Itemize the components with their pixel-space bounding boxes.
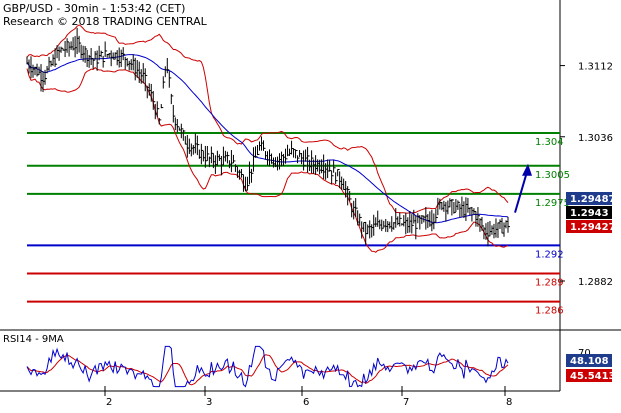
- level-label: 1.2975: [535, 198, 570, 209]
- bollinger-lower-line: [26, 66, 509, 253]
- price-tag-label: 1.29487: [570, 194, 616, 205]
- projection-arrow-shaft: [514, 171, 528, 213]
- level-label: 1.289: [535, 277, 564, 288]
- x-axis-tick-label: 8: [506, 397, 512, 408]
- rsi-tag-label: 45.5413: [570, 371, 616, 382]
- rsi-ma-line: [26, 354, 509, 386]
- chart-title: GBP/USD - 30min - 1:53:42 (CET): [3, 2, 186, 15]
- x-axis-tick-label: 3: [206, 397, 212, 408]
- x-axis-tick-label: 6: [303, 397, 309, 408]
- price-tag-label: 1.29427: [570, 222, 616, 233]
- price-tag-label: 1.2943: [570, 208, 609, 219]
- y-axis-tick-label: 1.2882: [578, 277, 613, 288]
- bollinger-upper-line: [26, 24, 509, 214]
- rsi-tag-red: [566, 369, 612, 382]
- y-axis-tick-label: 1.3036: [578, 133, 613, 144]
- level-label: 1.3005: [535, 170, 570, 181]
- level-label: 1.286: [535, 306, 564, 317]
- y-axis-tick-label: 1.3112: [578, 62, 613, 73]
- moving-average-line: [26, 54, 509, 224]
- x-axis-tick-label: 7: [403, 397, 409, 408]
- level-label: 1.292: [535, 249, 564, 260]
- price-tag-red: [566, 220, 612, 233]
- projection-arrow-head: [522, 163, 532, 176]
- rsi-tag-label: 48.108: [570, 356, 609, 367]
- level-label: 1.304: [535, 137, 564, 148]
- rsi-panel-title: RSI14 - 9MA: [3, 334, 64, 345]
- rsi-tick-label: 70: [578, 348, 591, 359]
- price-tag-blue: [566, 192, 612, 205]
- x-axis-tick-label: 2: [106, 397, 112, 408]
- rsi-line: [26, 345, 509, 388]
- chart-copyright: Research © 2018 TRADING CENTRAL: [3, 15, 207, 28]
- price-tag-black: [566, 206, 612, 219]
- rsi-tag-blue: [566, 354, 612, 367]
